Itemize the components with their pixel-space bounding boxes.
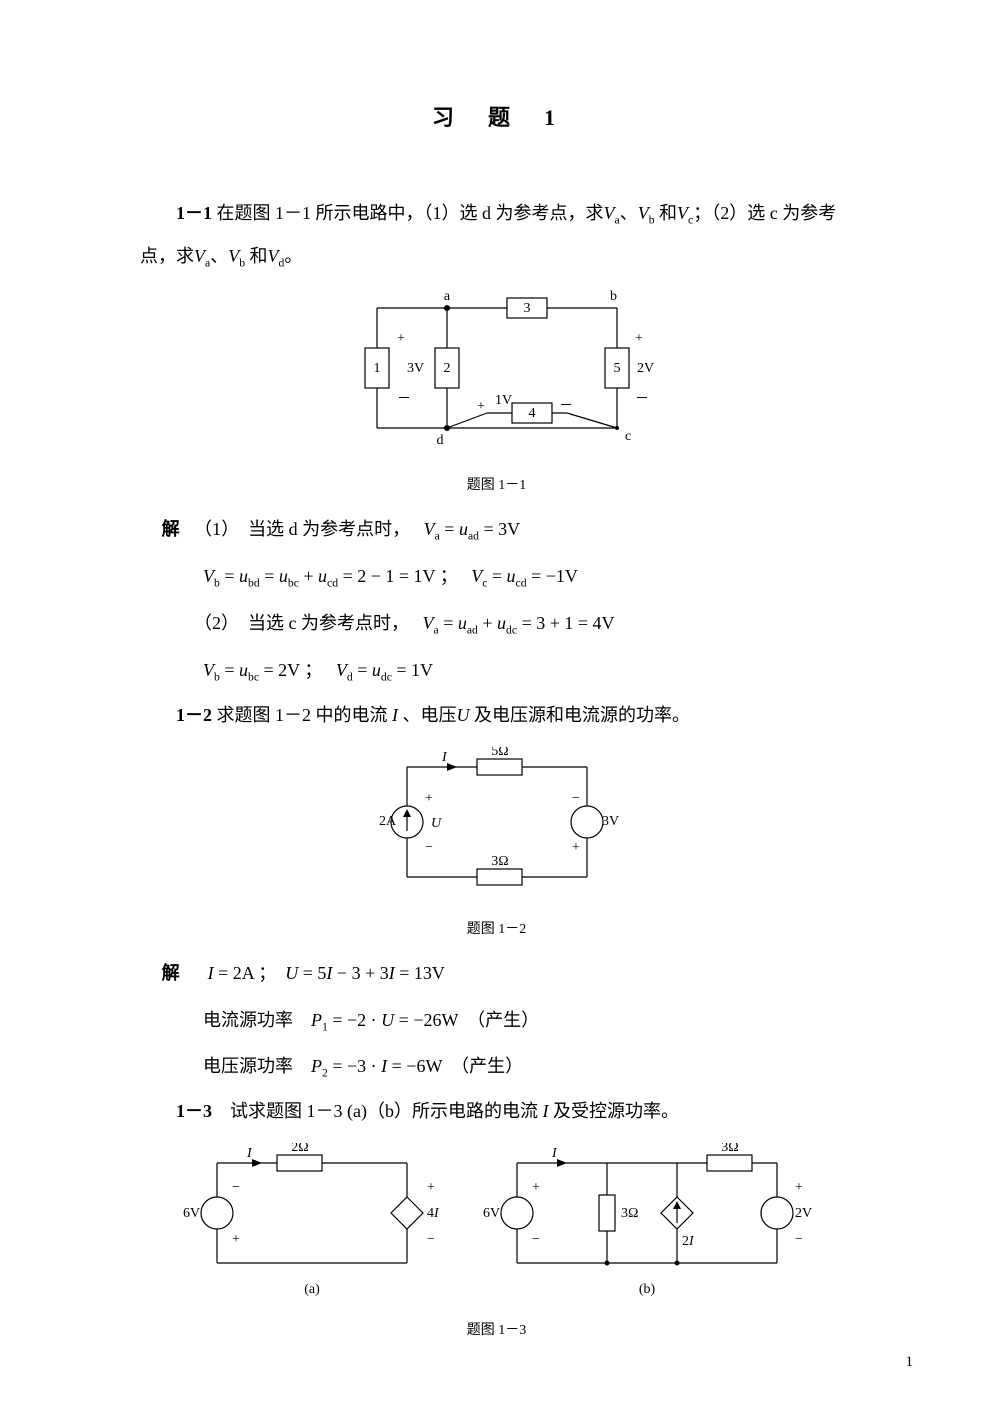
svg-text:2V: 2V — [795, 1206, 812, 1221]
svg-text:+: + — [532, 1180, 540, 1195]
svg-text:3Ω: 3Ω — [721, 1143, 738, 1155]
sol-1-1-part2-line2: Vb = ubc = 2V ； Vd = udc = 1V — [203, 647, 853, 694]
svg-text:－: － — [397, 392, 411, 407]
svg-text:c: c — [625, 429, 631, 444]
svg-text:2I: 2I — [682, 1234, 695, 1249]
svg-text:1V: 1V — [495, 393, 512, 408]
solution-label: 解 — [162, 519, 180, 539]
svg-text:+: + — [795, 1180, 803, 1195]
svg-text:4: 4 — [528, 406, 535, 421]
svg-text:2: 2 — [443, 361, 450, 376]
svg-text:4I: 4I — [427, 1206, 440, 1221]
svg-text:5Ω: 5Ω — [491, 747, 508, 759]
svg-text:3V: 3V — [407, 361, 424, 376]
svg-text:6V: 6V — [183, 1206, 200, 1221]
svg-text:d: d — [436, 433, 443, 448]
svg-text:6V: 6V — [483, 1206, 500, 1221]
svg-text:−: − — [427, 1232, 435, 1247]
svg-text:I: I — [551, 1146, 558, 1161]
svg-text:+: + — [635, 331, 643, 346]
problem-1-1-intro-line2: 点，求Va、Vb 和Vd。 — [140, 235, 853, 278]
sol-1-1-line1: 解 （1） 当选 d 为参考点时， Va = uad = 3V — [162, 506, 853, 553]
svg-text:−: − — [795, 1232, 803, 1247]
svg-text:2A: 2A — [379, 814, 397, 829]
sol-1-2-line3: 电压源功率 P2 = −3 · I = −6W （产生） — [203, 1043, 853, 1090]
svg-text:5: 5 — [613, 361, 620, 376]
svg-text:3V: 3V — [602, 814, 619, 829]
svg-text:−: − — [532, 1232, 540, 1247]
svg-text:1: 1 — [373, 361, 380, 376]
svg-text:a: a — [443, 289, 450, 304]
sol-1-2-line1: 解 I = 2A ； U = 5I − 3 + 3I = 13V — [162, 950, 853, 997]
svg-text:－: － — [635, 392, 649, 407]
svg-text:I: I — [246, 1146, 253, 1161]
svg-text:b: b — [610, 289, 617, 304]
svg-text:－: － — [559, 399, 573, 414]
problem-1-3-intro: 1－3 试求题图 1－3 (a)（b）所示电路的电流 I 及受控源功率。 — [140, 1090, 853, 1133]
problem-number: 1－3 — [176, 1101, 212, 1121]
figure-1-2: I 5Ω 3Ω 2A + U − 3V − + — [140, 747, 853, 912]
figure-1-3: I 2Ω 6V − + + 4I − (a) — [140, 1143, 853, 1313]
svg-text:3Ω: 3Ω — [621, 1206, 638, 1221]
svg-text:−: − — [425, 840, 433, 855]
sol-1-1-line2: Vb = ubd = ubc + ucd = 2 − 1 = 1V ； Vc =… — [203, 553, 853, 600]
svg-text:3: 3 — [523, 301, 530, 316]
figure-1-1-caption: 题图 1－1 — [140, 474, 853, 494]
svg-text:(b): (b) — [638, 1282, 655, 1297]
svg-text:+: + — [232, 1232, 240, 1247]
svg-text:+: + — [572, 840, 580, 855]
svg-text:3Ω: 3Ω — [491, 854, 508, 869]
svg-text:+: + — [477, 399, 485, 414]
svg-text:−: − — [572, 791, 580, 806]
problem-1-2-intro: 1－2 求题图 1－2 中的电流 I 、电压U 及电压源和电流源的功率。 — [140, 694, 853, 737]
sol-1-2-line2: 电流源功率 P1 = −2 · U = −26W （产生） — [203, 997, 853, 1044]
sol-1-1-part2-line1: （2） 当选 c 为参考点时， Va = uad + udc = 3 + 1 =… — [194, 600, 853, 647]
figure-1-3-caption: 题图 1－3 — [140, 1319, 853, 1339]
svg-text:+: + — [427, 1180, 435, 1195]
svg-text:+: + — [425, 791, 433, 806]
problem-number: 1－2 — [176, 705, 212, 725]
svg-text:(a): (a) — [304, 1282, 320, 1297]
svg-text:−: − — [232, 1180, 240, 1195]
page-title: 习 题 1 — [140, 100, 853, 132]
page-number: 1 — [906, 1354, 914, 1371]
svg-text:U: U — [431, 816, 442, 831]
figure-1-2-caption: 题图 1－2 — [140, 918, 853, 938]
svg-text:2V: 2V — [637, 361, 654, 376]
problem-1-1-intro: 1－1 在题图 1－1 所示电路中，（1）选 d 为参考点，求Va、Vb 和Vc… — [140, 192, 853, 235]
problem-number: 1－1 — [176, 203, 212, 223]
solution-label: 解 — [162, 963, 180, 983]
figure-1-1: a b c d 1 2 3 4 5 + 3V － + 2V － + 1V － — [140, 288, 853, 468]
svg-text:+: + — [397, 331, 405, 346]
svg-text:2Ω: 2Ω — [291, 1143, 308, 1155]
svg-text:I: I — [441, 750, 448, 765]
